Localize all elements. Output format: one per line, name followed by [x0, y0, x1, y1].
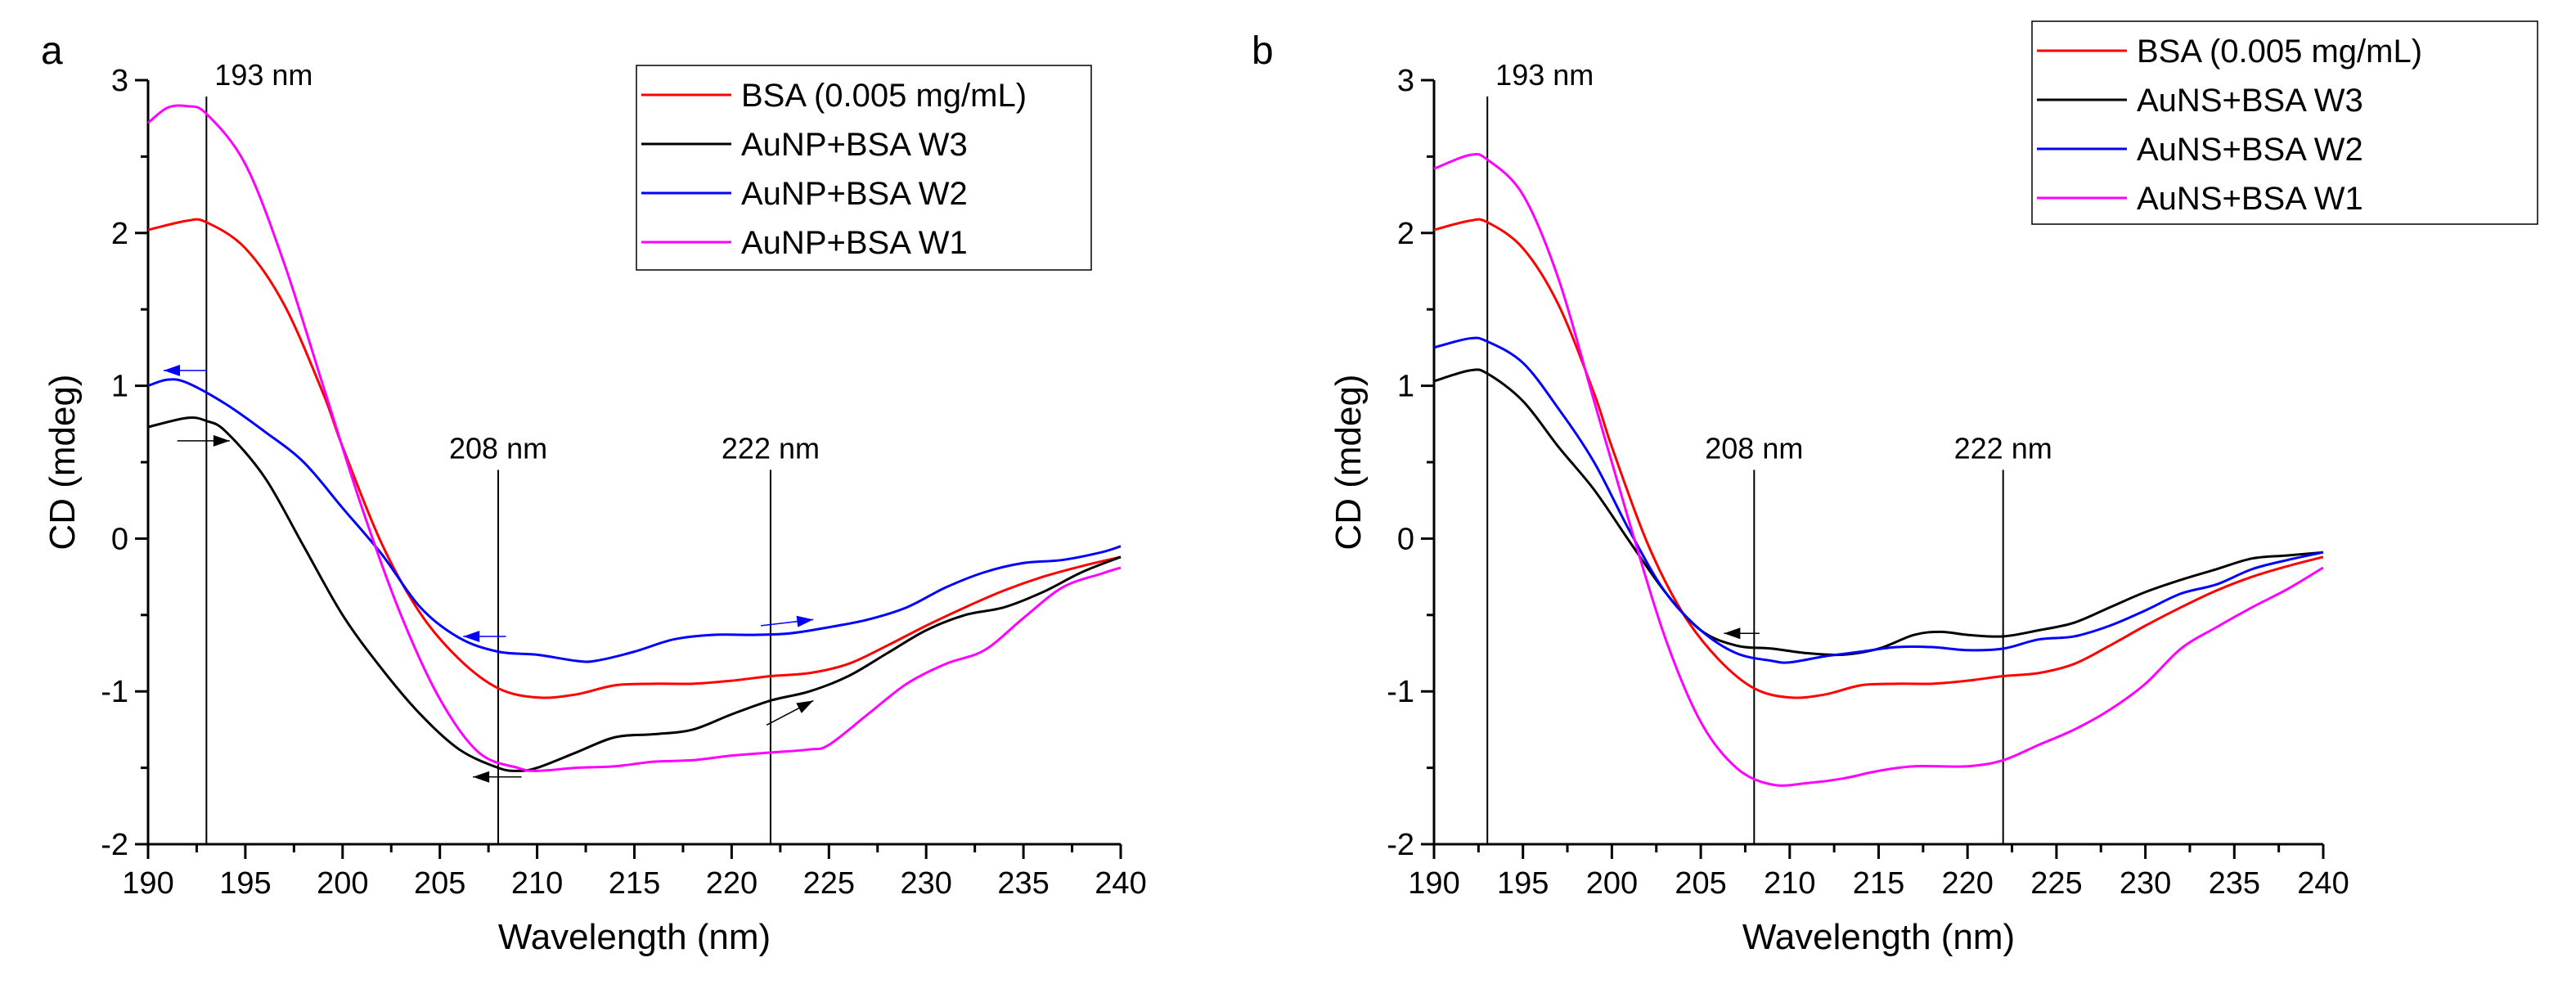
x-tick-label: 210 — [511, 866, 563, 901]
marker-label-193: 193 nm — [214, 58, 312, 92]
legend-label: AuNP+BSA W2 — [741, 176, 968, 212]
y-tick-label: -1 — [1387, 675, 1414, 709]
x-tick-label: 230 — [2120, 866, 2171, 901]
legend-box — [2031, 20, 2538, 225]
marker-label-208: 208 nm — [1705, 431, 1803, 465]
x-tick-label: 190 — [1408, 866, 1459, 901]
x-axis-title: Wavelength (nm) — [1742, 917, 2015, 957]
x-tick-label: 195 — [1497, 866, 1549, 901]
series-line-1 — [1433, 368, 2324, 657]
panel-b: b 190 195 200 205 210 215 220 225 230 235 240 -2 -1 0 1… — [1252, 20, 2538, 957]
annotation-arrow-head — [796, 700, 814, 713]
x-tick-label: 215 — [609, 866, 660, 901]
y-tick-label: 0 — [111, 522, 128, 556]
y-tick-label: 0 — [1397, 522, 1414, 556]
x-tick-label: 240 — [1095, 866, 1146, 901]
marker-label-222: 222 nm — [1954, 431, 2052, 465]
annotation-arrow-head — [1724, 627, 1741, 640]
legend-label: AuNS+BSA W1 — [2137, 181, 2363, 217]
annotation-arrow-head — [473, 771, 490, 783]
marker-label-222: 222 nm — [722, 431, 820, 465]
x-tick-label: 220 — [706, 866, 758, 901]
legend-label: AuNP+BSA W1 — [741, 225, 968, 261]
panel-label: a — [41, 29, 63, 73]
x-tick-label: 230 — [900, 866, 951, 901]
annotation-arrow-head — [796, 615, 814, 627]
x-tick-label: 220 — [1941, 866, 1993, 901]
marker-label-208: 208 nm — [449, 431, 547, 465]
x-tick-label: 205 — [414, 866, 465, 901]
legend: BSA (0.005 mg/mL) AuNP+BSA W3 AuNP+BSA W2 A… — [636, 65, 1092, 271]
x-tick-label: 240 — [2297, 866, 2349, 901]
annotation-arrow-head — [463, 630, 480, 642]
x-tick-label: 190 — [122, 866, 173, 901]
x-tick-label: 225 — [2030, 866, 2082, 901]
series-line-2 — [147, 378, 1122, 663]
panel-label: b — [1252, 29, 1274, 73]
y-tick-label: 2 — [1397, 217, 1414, 251]
panel-a: a 190 195 200 205 210 215 220 225 230 235 240 -2 -1 0 1… — [41, 29, 1147, 957]
legend-label: BSA (0.005 mg/mL) — [741, 78, 1027, 114]
y-tick-label: 1 — [1397, 370, 1414, 404]
legend-label: BSA (0.005 mg/mL) — [2137, 34, 2422, 70]
y-tick-label: 3 — [111, 64, 128, 98]
y-tick-label: -2 — [101, 828, 128, 862]
y-tick-label: 2 — [111, 217, 128, 251]
y-axis-title: CD (mdeg) — [43, 374, 83, 550]
series-line-3 — [1433, 152, 2324, 787]
y-axis-title: CD (mdeg) — [1328, 374, 1369, 550]
series-line-2 — [1433, 336, 2324, 664]
legend-label: AuNS+BSA W3 — [2137, 83, 2363, 119]
x-tick-label: 200 — [1586, 866, 1638, 901]
x-tick-label: 200 — [317, 866, 368, 901]
legend-label: AuNS+BSA W2 — [2137, 132, 2363, 168]
annotation-arrow-head — [213, 434, 230, 447]
series-line-0 — [1433, 218, 2324, 699]
series-line-0 — [147, 218, 1122, 699]
legend-box — [636, 65, 1092, 271]
x-tick-label: 235 — [2209, 866, 2260, 901]
x-tick-label: 195 — [219, 866, 271, 901]
x-tick-label: 210 — [1764, 866, 1815, 901]
x-tick-label: 205 — [1675, 866, 1726, 901]
y-tick-label: 1 — [111, 370, 128, 404]
series-line-1 — [147, 416, 1122, 772]
y-tick-label: 3 — [1397, 64, 1414, 98]
legend-label: AuNP+BSA W3 — [741, 127, 968, 163]
x-axis-title: Wavelength (nm) — [498, 917, 771, 957]
marker-label-193: 193 nm — [1495, 58, 1594, 92]
y-tick-label: -1 — [101, 675, 128, 709]
x-tick-label: 235 — [997, 866, 1049, 901]
series-line-3 — [147, 104, 1122, 772]
annotation-arrow-head — [164, 364, 181, 376]
x-tick-label: 225 — [803, 866, 855, 901]
legend: BSA (0.005 mg/mL) AuNS+BSA W3 AuNS+BSA W2 A… — [2031, 20, 2538, 225]
y-tick-label: -2 — [1387, 828, 1414, 862]
x-tick-label: 215 — [1853, 866, 1904, 901]
